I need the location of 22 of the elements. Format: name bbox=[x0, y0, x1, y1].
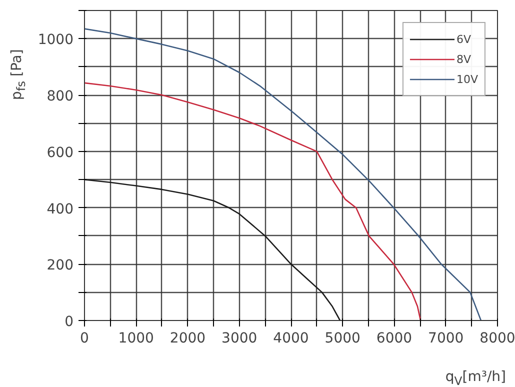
legend-label: 6V bbox=[456, 32, 472, 46]
x-tick-label: 7000 bbox=[428, 330, 464, 346]
x-tick-label: 5000 bbox=[324, 330, 360, 346]
x-tick-label: 6000 bbox=[376, 330, 412, 346]
x-tick-label: 8000 bbox=[480, 330, 515, 346]
x-tick-label: 1000 bbox=[118, 330, 154, 346]
legend-label: 10V bbox=[456, 72, 478, 86]
x-tick-label: 4000 bbox=[273, 330, 309, 346]
line-series bbox=[84, 28, 482, 320]
legend-label: 8V bbox=[456, 52, 472, 66]
line-series bbox=[84, 82, 422, 320]
x-tick-label: 3000 bbox=[222, 330, 258, 346]
y-tick-label: 0 bbox=[64, 314, 74, 330]
y-tick-label: 400 bbox=[46, 201, 74, 218]
y-tick-label: 200 bbox=[46, 258, 74, 274]
x-tick-label: 2000 bbox=[170, 330, 206, 346]
y-tick-label: 600 bbox=[46, 144, 74, 161]
line-series bbox=[84, 178, 341, 320]
x-axis-title: q$_{V}$[m³/h] bbox=[445, 368, 506, 387]
y-tick-label: 1000 bbox=[38, 32, 74, 48]
x-tick-label: 0 bbox=[80, 330, 89, 346]
y-tick-label: 800 bbox=[46, 88, 74, 105]
